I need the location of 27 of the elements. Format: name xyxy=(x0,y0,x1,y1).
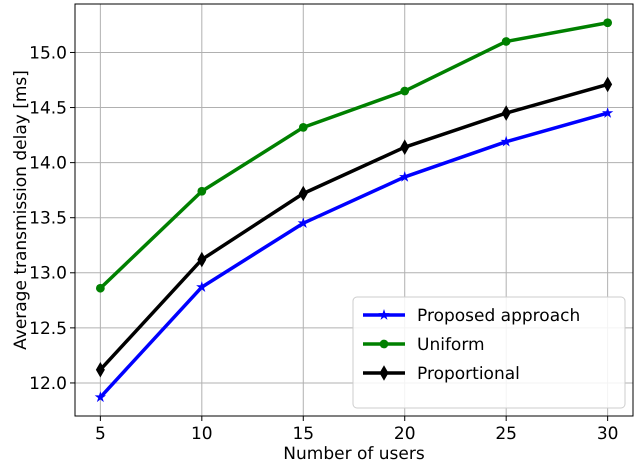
point xyxy=(502,37,511,46)
point xyxy=(96,284,105,293)
x-axis-title: Number of users xyxy=(283,444,425,464)
y-tick-label: 14.5 xyxy=(29,98,67,118)
point xyxy=(602,107,614,118)
y-tick-label: 14.0 xyxy=(29,154,67,174)
y-tick-label: 12.5 xyxy=(29,318,67,339)
point xyxy=(298,123,308,132)
x-tick-label: 25 xyxy=(495,424,517,444)
x-tick-label: 15 xyxy=(292,424,314,444)
point xyxy=(196,281,208,292)
y-tick-label: 15.0 xyxy=(29,43,67,64)
point xyxy=(197,186,206,196)
y-axis-title: Average transmission delay [ms] xyxy=(11,70,31,350)
x-tick-label: 10 xyxy=(191,424,213,444)
point xyxy=(400,86,410,96)
legend-label: Proposed approach xyxy=(417,306,580,326)
legend-label: Proportional xyxy=(417,364,520,384)
x-tick-label: 5 xyxy=(94,424,106,444)
x-tick-label: 30 xyxy=(596,424,618,444)
point xyxy=(603,18,612,28)
point xyxy=(94,391,106,402)
y-tick-label: 12.0 xyxy=(29,374,67,394)
x-tick-label: 20 xyxy=(394,424,416,444)
y-tick-label: 13.5 xyxy=(29,208,67,229)
y-tick-label: 13.0 xyxy=(29,264,67,284)
legend-label: Uniform xyxy=(417,334,485,355)
